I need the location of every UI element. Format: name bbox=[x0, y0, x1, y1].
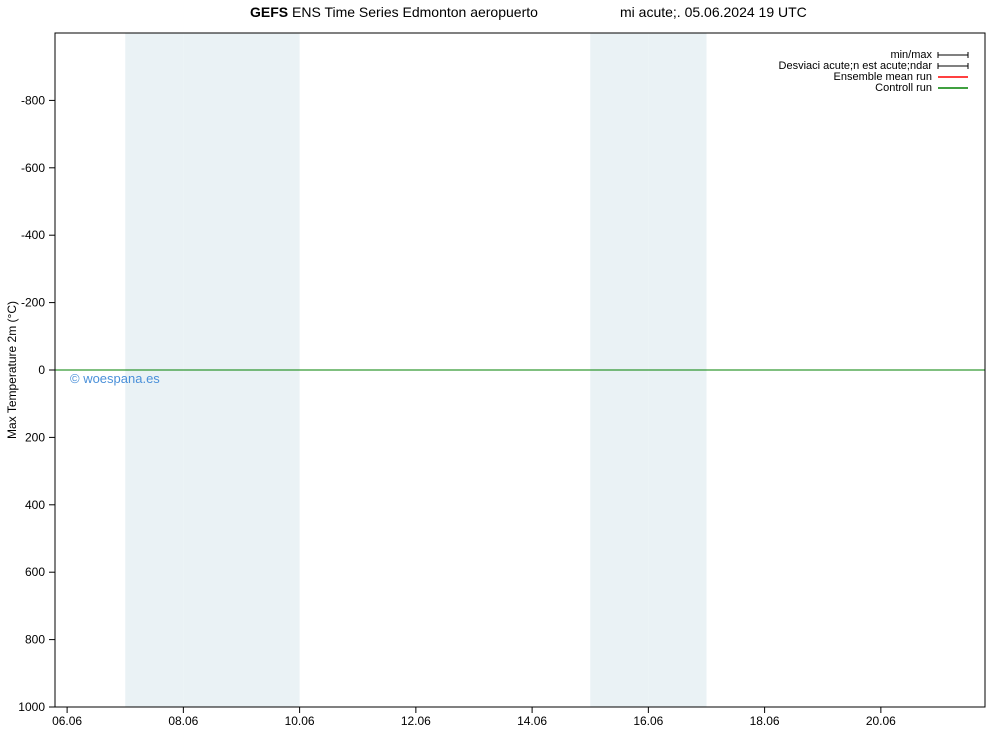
x-tick-label: 20.06 bbox=[866, 714, 896, 728]
chart-svg: 06.06 08.06 10.06 12.06 14.06 16.06 18.06 20.06… bbox=[0, 0, 1000, 733]
chart-title-right: mi acute;. 05.06.2024 19 UTC bbox=[620, 4, 807, 20]
y-tick-label: 600 bbox=[25, 565, 45, 579]
y-tick-label: -400 bbox=[21, 228, 45, 242]
x-tick-label: 18.06 bbox=[750, 714, 780, 728]
watermark-text: © woespana.es bbox=[70, 371, 160, 386]
y-tick-label: -800 bbox=[21, 93, 45, 107]
x-tick-label: 12.06 bbox=[401, 714, 431, 728]
x-tick-label: 08.06 bbox=[168, 714, 198, 728]
y-tick-label: 800 bbox=[25, 633, 45, 647]
x-tick-label: 06.06 bbox=[52, 714, 82, 728]
y-axis-label: Max Temperature 2m (°C) bbox=[5, 301, 19, 439]
y-tick-label: 0 bbox=[38, 363, 45, 377]
legend-label: Controll run bbox=[875, 82, 932, 94]
chart-title-left: GEFS ENS Time Series Edmonton aeropuerto bbox=[250, 4, 538, 20]
y-tick-label: 400 bbox=[25, 498, 45, 512]
y-tick-label: 1000 bbox=[18, 700, 45, 714]
chart-container: 06.06 08.06 10.06 12.06 14.06 16.06 18.06 20.06… bbox=[0, 0, 1000, 733]
y-tick-label: -600 bbox=[21, 161, 45, 175]
x-tick-label: 14.06 bbox=[517, 714, 547, 728]
x-tick-label: 16.06 bbox=[633, 714, 663, 728]
x-tick-label: 10.06 bbox=[285, 714, 315, 728]
y-tick-label: -200 bbox=[21, 296, 45, 310]
y-tick-label: 200 bbox=[25, 430, 45, 444]
